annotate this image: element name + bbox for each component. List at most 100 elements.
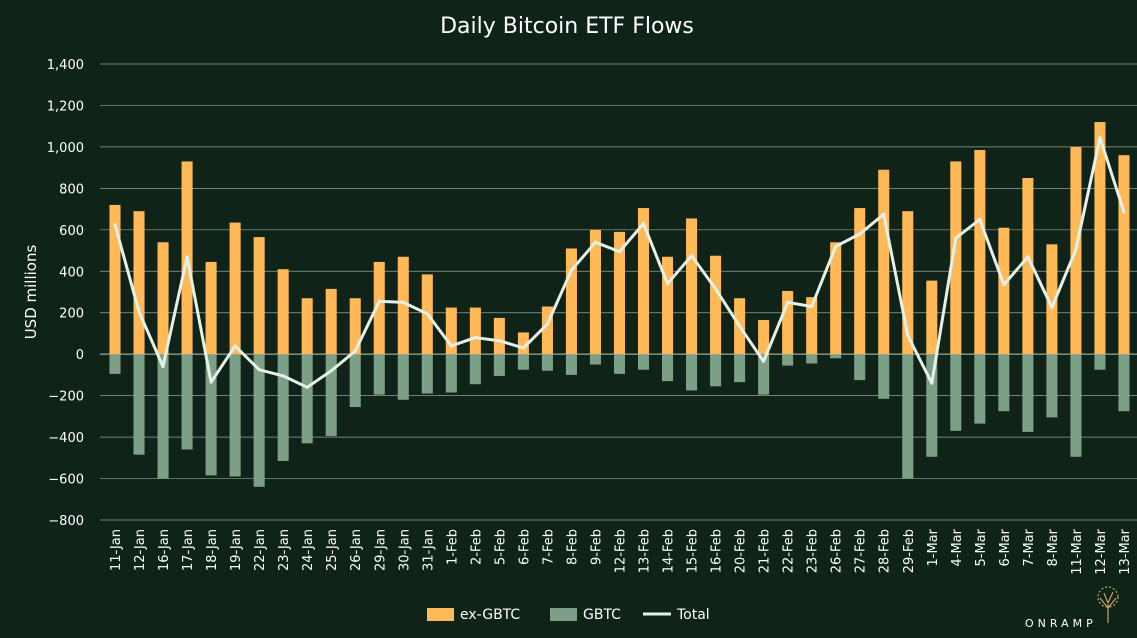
total-point	[281, 374, 285, 378]
total-point	[305, 385, 309, 389]
ex-gbtc-bar	[1046, 244, 1058, 355]
total-point	[930, 381, 934, 385]
x-tick-label: 5-Mar	[974, 528, 989, 566]
legend-swatch-ex-gbtc	[427, 608, 454, 621]
x-tick-label: 6-Mar	[998, 528, 1013, 566]
gbtc-bar	[998, 354, 1010, 412]
x-tick-label: 21-Feb	[758, 529, 773, 573]
ex-gbtc-bar	[613, 231, 626, 355]
x-tick-label: 12-Mar	[1094, 528, 1109, 574]
ex-gbtc-bar	[806, 297, 818, 355]
total-point	[377, 299, 381, 303]
ex-gbtc-bar	[325, 288, 337, 355]
x-tick-label: 22-Feb	[782, 529, 797, 573]
ex-gbtc-bar	[902, 211, 914, 355]
x-tick-label: 5-Feb	[493, 529, 508, 565]
total-point	[1098, 136, 1102, 140]
x-tick-label: 30-Jan	[397, 529, 412, 571]
total-point	[1122, 210, 1126, 214]
ex-gbtc-bar	[349, 298, 361, 355]
legend-label-total: Total	[676, 607, 710, 623]
total-point	[762, 359, 766, 363]
ex-gbtc-bar	[1094, 122, 1106, 355]
total-point	[185, 255, 189, 259]
ex-gbtc-bar	[229, 222, 241, 355]
gbtc-bar	[974, 354, 986, 424]
gbtc-bar	[445, 354, 457, 393]
x-tick-label: 14-Feb	[662, 529, 677, 573]
ex-gbtc-bar	[397, 256, 409, 355]
x-tick-label: 7-Mar	[1022, 528, 1037, 566]
gbtc-bar	[926, 354, 938, 457]
total-point	[1026, 255, 1030, 259]
total-point	[786, 300, 790, 304]
x-tick-label: 12-Jan	[133, 529, 148, 571]
gbtc-bar	[902, 354, 914, 479]
gbtc-bars	[109, 354, 1130, 487]
gbtc-bar	[325, 354, 337, 437]
gbtc-bar	[373, 354, 385, 395]
gbtc-bar	[830, 354, 842, 359]
x-tick-label: 27-Feb	[854, 529, 869, 573]
gbtc-bar	[397, 354, 409, 400]
x-tick-label: 7-Feb	[541, 529, 556, 565]
total-point	[593, 240, 597, 244]
x-tick-label: 17-Jan	[181, 529, 196, 571]
ex-gbtc-bar	[373, 261, 385, 355]
total-point	[617, 250, 621, 254]
ex-gbtc-bar	[854, 208, 866, 355]
x-tick-label: 11-Jan	[109, 529, 124, 571]
gbtc-bar	[229, 354, 241, 477]
x-tick-label: 16-Jan	[157, 529, 172, 571]
total-point	[233, 344, 237, 348]
total-point	[497, 339, 501, 343]
y-tick-label: 1,000	[47, 141, 84, 156]
x-tick-label: 23-Jan	[277, 529, 292, 571]
ex-gbtc-bar	[1022, 178, 1034, 355]
ex-gbtc-bar	[998, 227, 1010, 355]
total-point	[569, 268, 573, 272]
x-tick-label: 13-Mar	[1118, 528, 1133, 574]
total-point	[810, 305, 814, 309]
y-tick-label: −200	[48, 390, 84, 405]
x-tick-label: 26-Jan	[349, 529, 364, 571]
x-tick-label: 31-Jan	[421, 529, 436, 571]
total-point	[137, 310, 141, 314]
x-tick-label: 6-Feb	[517, 529, 532, 565]
total-point	[521, 346, 525, 350]
x-tick-label: 23-Feb	[806, 529, 821, 573]
y-tick-label: 200	[59, 307, 84, 322]
total-point	[1050, 306, 1054, 310]
gbtc-bar	[950, 354, 962, 431]
ex-gbtc-bar	[830, 242, 842, 355]
x-tick-label: 11-Mar	[1070, 528, 1085, 574]
gbtc-bar	[782, 354, 794, 366]
gbtc-bar	[1022, 354, 1034, 432]
ex-gbtc-bar	[469, 307, 481, 355]
ex-gbtc-bar	[662, 256, 674, 355]
tree-icon	[1097, 586, 1119, 623]
total-point	[1002, 283, 1006, 287]
gbtc-bar	[133, 354, 145, 455]
ex-gbtc-bar	[517, 332, 529, 355]
y-tick-label: 0	[76, 348, 84, 363]
legend-swatch-gbtc	[550, 608, 577, 621]
gbtc-bar	[1070, 354, 1082, 457]
gbtc-bar	[878, 354, 890, 399]
ex-gbtc-bar	[205, 261, 217, 355]
total-point	[834, 244, 838, 248]
x-tick-label: 1-Mar	[926, 528, 941, 566]
ex-gbtc-bar	[493, 317, 505, 355]
ex-gbtc-bar	[445, 307, 457, 355]
total-point	[978, 217, 982, 221]
x-tick-label: 29-Jan	[373, 529, 388, 571]
gbtc-bar	[710, 354, 722, 387]
ex-gbtc-bar	[637, 208, 650, 355]
y-tick-label: 400	[59, 265, 84, 280]
gbtc-bar	[1046, 354, 1058, 418]
gbtc-bar	[517, 354, 529, 370]
brand-wordmark: ONRAMP	[1025, 617, 1097, 630]
x-tick-label: 18-Jan	[205, 529, 220, 571]
total-point	[858, 232, 862, 236]
y-tick-label: −600	[48, 473, 84, 488]
